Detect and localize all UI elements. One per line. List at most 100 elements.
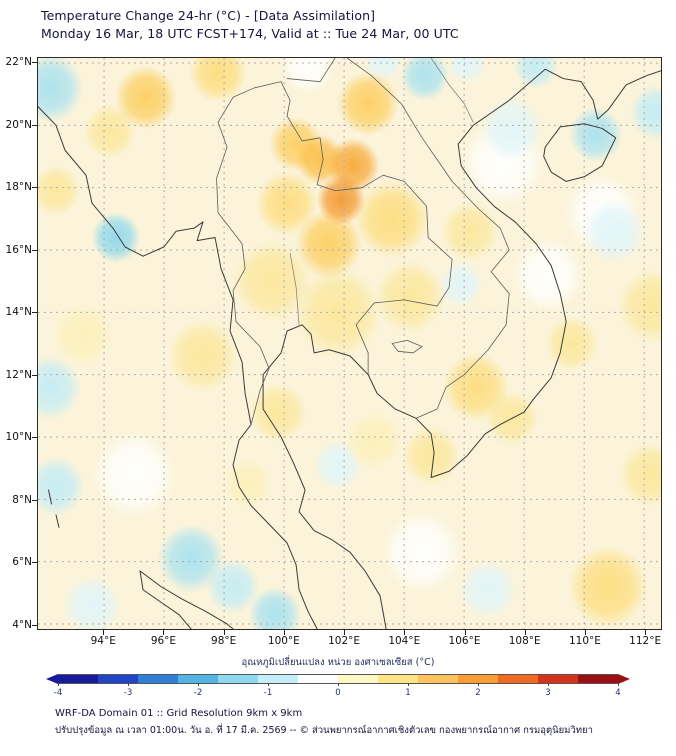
colorbar-tick-label: 0 [335,688,341,698]
border-path [356,287,449,374]
x-axis-tick-mark [283,630,285,635]
y-axis-tick-mark [32,499,37,501]
coast-layer [38,58,661,629]
heat-blob [215,449,282,519]
x-axis-tick-label: 96°E [150,635,177,647]
y-axis-tick-mark [32,374,37,376]
colorbar-tick-label: 4 [615,688,621,698]
heat-blob [554,530,661,629]
border-path [217,82,291,425]
y-axis-tick-mark [32,312,37,314]
colorbar-tick-mark [618,683,619,686]
x-axis-tick-mark [163,630,165,635]
heat-blob [146,511,237,606]
colorbar-tick-label: 1 [405,688,411,698]
colorbar-tick-label: -1 [263,688,273,698]
x-axis-tick-label: 108°E [508,635,541,647]
x-axis-tick-mark [404,630,406,635]
colorbar: อุณหภูมิเปลี่ยนแปลง หน่วย องศาเซลเซียส (… [46,655,630,700]
footer-update-info: ปรับปรุงข้อมูล ณ เวลา 01:00น. วัน อ. ที่… [55,725,593,736]
y-axis-tick-label: 10°N [5,431,32,444]
coastline-path [56,515,59,527]
x-axis-tick-label: 100°E [267,635,300,647]
x-axis-tick-mark [524,630,526,635]
y-axis-tick-mark [32,187,37,189]
heat-blob [239,371,318,453]
heat-blob [431,190,510,272]
heat-blob [560,97,633,173]
x-axis-tick-mark [464,630,466,635]
y-axis-tick-label: 8°N [12,493,32,506]
heat-blob [536,306,609,381]
colorbar-tick-mark [338,683,339,686]
chart-title: Temperature Change 24-hr (°C) - [Data As… [41,8,376,23]
colorbar-tick-label: 2 [475,688,481,698]
colorbar-tick-label: 3 [545,688,551,698]
border-path [392,340,422,352]
heat-blob [53,564,132,629]
y-axis-tick-mark [32,624,37,626]
x-axis-tick-mark [103,630,105,635]
coastline-path [49,490,52,504]
border-path [287,116,452,287]
colorbar-tick-mark [128,683,129,686]
y-axis-tick-label: 18°N [5,181,32,194]
heat-blob [83,203,150,272]
colorbar-tick-mark [408,683,409,686]
x-axis-tick-mark [584,630,586,635]
y-axis-tick-label: 12°N [5,368,32,381]
colorbar-right-arrow-icon [618,674,630,684]
colorbar-tick-mark [58,683,59,686]
x-axis-tick-label: 98°E [211,635,237,647]
coastline-path [263,69,661,629]
x-axis-tick-label: 112°E [629,635,662,647]
y-axis-tick-label: 16°N [5,243,32,256]
x-axis-tick-label: 94°E [90,635,116,647]
x-axis-tick-label: 106°E [448,635,481,647]
y-axis-tick-label: 6°N [12,556,32,569]
footer-domain-info: WRF-DA Domain 01 :: Grid Resolution 9km … [55,708,303,719]
y-axis-tick-mark [32,249,37,251]
y-axis-tick-label: 14°N [5,306,32,319]
river-path [290,253,299,325]
border-path [287,58,335,82]
colorbar-tick-mark [478,683,479,686]
colorbar-tick-label: -2 [193,688,203,698]
river-path [431,58,473,122]
x-axis-tick-label: 102°E [328,635,361,647]
y-axis-tick-label: 20°N [5,118,32,131]
colorbar-left-arrow-icon [46,674,58,684]
heat-blob [104,58,189,141]
coastline-path [140,571,233,629]
x-axis-tick-mark [223,630,225,635]
coastline-path [140,571,191,629]
colorbar-tick-label: -3 [123,688,133,698]
y-axis-tick-mark [32,62,37,63]
y-axis-tick-mark [32,124,37,126]
y-axis-tick-mark [32,437,37,439]
colorbar-tick-mark [268,683,269,686]
heat-layer [38,58,661,629]
colorbar-tick-mark [198,683,199,686]
grid-layer [38,58,661,629]
heat-blob [77,415,192,534]
x-axis-tick-label: 110°E [568,635,601,647]
y-axis-tick-label: 22°N [5,56,32,68]
colorbar-label: อุณหภูมิเปลี่ยนแปลง หน่วย องศาเซลเซียส (… [241,657,435,668]
x-axis-tick-mark [645,630,647,635]
x-axis-tick-mark [344,630,346,635]
x-axis-tick-label: 104°E [388,635,421,647]
colorbar-tick-mark [548,683,549,686]
y-axis-tick-mark [32,562,37,564]
border-path [347,58,509,418]
y-axis-tick-label: 4°N [12,618,32,631]
map-plot [37,57,662,630]
coastline-path [544,124,616,182]
colorbar-tick-label: -4 [53,688,63,698]
heat-blob [470,84,555,173]
coastline-path [38,107,317,629]
chart-subtitle: Monday 16 Mar, 18 UTC FCST+174, Valid at… [41,26,459,41]
heat-blob [449,549,528,629]
colorbar-ticks: -4 -3 -2 -1 0 1 2 3 4 [54,683,621,700]
